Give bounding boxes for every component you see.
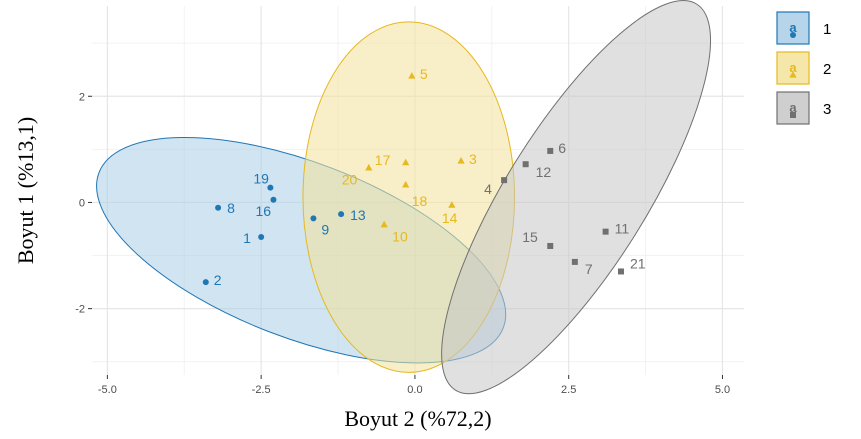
point-5 <box>408 72 416 79</box>
confidence-ellipses <box>96 0 712 395</box>
point-3 <box>457 157 465 164</box>
point-19 <box>267 184 274 191</box>
point-label-10: 10 <box>392 229 408 245</box>
point-label-7: 7 <box>585 261 593 277</box>
point-16 <box>270 196 277 203</box>
point-label-20: 20 <box>342 172 358 188</box>
point-8 <box>215 204 222 211</box>
legend-label-3: 3 <box>823 101 831 118</box>
point-label-18: 18 <box>412 193 428 209</box>
legend-letter-1: a <box>789 20 797 35</box>
axes: -5.0 -2.5 0.0 2.5 5.0 -2 0 2 <box>75 91 730 396</box>
legend-letter-3: a <box>789 100 797 115</box>
legend-marker-2 <box>789 71 797 78</box>
legend: a 1a 2a 3 <box>776 11 831 125</box>
legend-letter-2: a <box>789 60 797 75</box>
legend-label-1: 1 <box>823 21 831 38</box>
point-label-21: 21 <box>630 255 646 271</box>
point-9 <box>310 215 317 222</box>
point-label-3: 3 <box>469 151 477 167</box>
point-6 <box>547 147 554 154</box>
point-4 <box>501 177 508 184</box>
x-tick-label: 2.5 <box>561 384 576 396</box>
point-label-16: 16 <box>255 203 271 219</box>
legend-marker-1 <box>790 32 796 38</box>
x-tick-label: -2.5 <box>252 384 271 396</box>
point-10 <box>380 220 388 228</box>
point-label-13: 13 <box>350 207 366 223</box>
point-label-12: 12 <box>536 164 552 180</box>
y-axis-title: Boyut 1 (%13,1) <box>13 117 38 264</box>
point-2 <box>202 279 209 286</box>
y-tick-label: -2 <box>75 304 85 316</box>
point-1 <box>258 233 265 240</box>
point-label-11: 11 <box>615 221 630 237</box>
point-7 <box>571 258 578 265</box>
point-21 <box>617 268 624 275</box>
point-label-4: 4 <box>484 181 492 197</box>
point-15 <box>547 242 554 249</box>
x-axis-title: Boyut 2 (%72,2) <box>344 406 491 431</box>
point-12 <box>522 161 529 168</box>
point-label-8: 8 <box>227 200 235 216</box>
y-tick-label: 0 <box>79 197 85 209</box>
point-label-2: 2 <box>214 272 222 288</box>
point-label-17: 17 <box>375 152 391 168</box>
point-label-9: 9 <box>321 221 329 237</box>
ellipse-group-3 <box>441 0 712 395</box>
point-label-6: 6 <box>558 140 566 156</box>
point-18 <box>402 180 410 188</box>
data-points <box>202 72 624 286</box>
point-label-15: 15 <box>522 229 538 245</box>
point-label-19: 19 <box>253 171 269 187</box>
legend-key-2 <box>776 51 810 85</box>
legend-label-2: 2 <box>823 61 831 78</box>
legend-key-3 <box>776 91 810 125</box>
x-tick-label: 5.0 <box>715 384 730 396</box>
point-13 <box>338 211 345 218</box>
point-11 <box>602 228 609 235</box>
point-label-5: 5 <box>420 66 428 82</box>
point-20 <box>402 158 410 166</box>
x-tick-label: 0.0 <box>407 384 422 396</box>
x-tick-label: -5.0 <box>98 384 117 396</box>
point-14 <box>448 201 456 208</box>
point-label-1: 1 <box>243 230 251 246</box>
y-tick-label: 2 <box>79 91 85 103</box>
legend-key-1 <box>776 11 810 45</box>
legend-marker-3 <box>790 112 796 118</box>
point-17 <box>365 163 373 171</box>
point-label-14: 14 <box>442 210 458 226</box>
